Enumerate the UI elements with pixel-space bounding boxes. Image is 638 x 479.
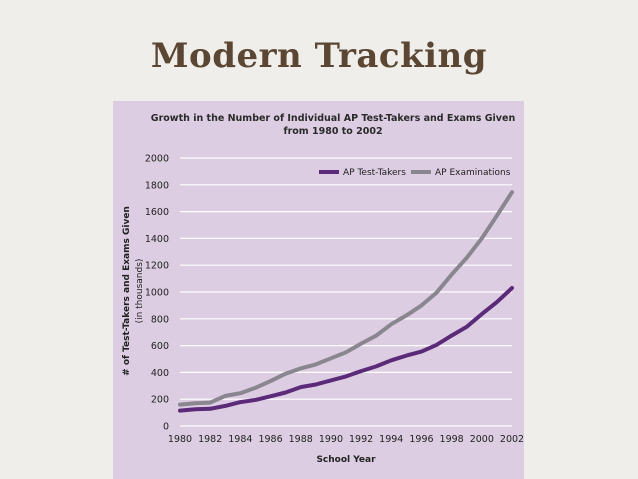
grid-lines: [180, 157, 512, 427]
y-tick-label-1400: 1400: [145, 234, 169, 245]
legend-label-examinations: AP Examinations: [435, 168, 511, 178]
y-axis-label: # of Test-Takers and Exams Given: [122, 206, 132, 376]
chart-title-line2: from 1980 to 2002: [283, 126, 382, 137]
x-tick-label-1992: 1992: [349, 434, 373, 445]
x-tick-label-2002: 2002: [500, 434, 524, 445]
line-chart: 0 200 400 600 800 1000 1200 1400 1600 1800 2000 198…: [122, 113, 524, 465]
legend-label-test-takers: AP Test-Takers: [343, 168, 406, 178]
y-tick-label-1000: 1000: [145, 288, 169, 299]
y-tick-label-600: 600: [151, 341, 169, 352]
x-tick-label-1988: 1988: [289, 434, 313, 445]
y-tick-label-800: 800: [151, 314, 169, 325]
y-axis-sublabel: (in thousands): [135, 259, 145, 324]
x-tick-label-1998: 1998: [440, 434, 464, 445]
chart-title-line1: Growth in the Number of Individual AP Te…: [151, 113, 516, 124]
y-tick-label-1800: 1800: [145, 180, 169, 191]
series-line-ap-examinations: [178, 190, 514, 407]
y-tick-label-400: 400: [151, 368, 169, 379]
x-tick-label-1990: 1990: [319, 434, 343, 445]
x-tick-label-1986: 1986: [258, 434, 282, 445]
series-line-ap-test-takers: [178, 286, 514, 413]
x-tick-label-1984: 1984: [228, 434, 252, 445]
chart-panel: 0 200 400 600 800 1000 1200 1400 1600 1800 2000 198…: [113, 101, 524, 479]
x-tick-label-1994: 1994: [379, 434, 403, 445]
y-tick-label-2000: 2000: [145, 154, 169, 165]
x-tick-label-1982: 1982: [198, 434, 222, 445]
slide-title: Modern Tracking: [150, 36, 488, 76]
x-axis-label: School Year: [316, 455, 376, 465]
y-tick-label-1600: 1600: [145, 207, 169, 218]
y-tick-label-1200: 1200: [145, 261, 169, 272]
y-tick-label-0: 0: [163, 422, 169, 433]
series-lines: [178, 190, 514, 413]
x-tick-label-2000: 2000: [470, 434, 494, 445]
legend: AP Test-Takers AP Examinations: [319, 168, 511, 178]
x-tick-label-1996: 1996: [409, 434, 433, 445]
x-tick-label-1980: 1980: [168, 434, 192, 445]
y-tick-label-200: 200: [151, 395, 169, 406]
tick-labels: 0 200 400 600 800 1000 1200 1400 1600 1800 2000 198…: [145, 154, 524, 446]
